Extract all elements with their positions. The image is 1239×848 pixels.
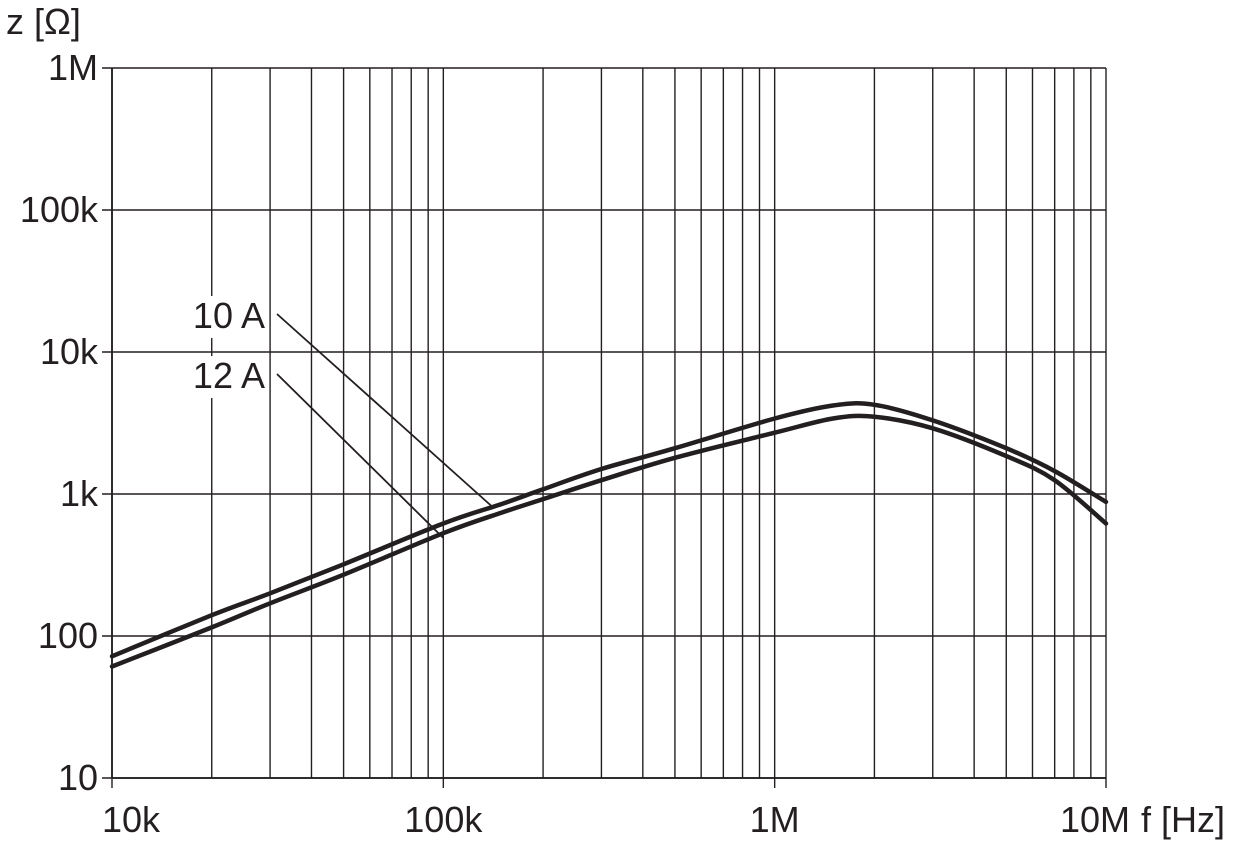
- annotation-label-bg: [183, 356, 269, 398]
- annotation-label-bg: [183, 296, 269, 338]
- y-tick-label: 1k: [60, 473, 99, 514]
- annotation-leader-line: [276, 373, 444, 539]
- y-tick-label: 10k: [40, 331, 99, 372]
- annotation-label: 10 A: [193, 295, 265, 336]
- y-tick-label: 1M: [48, 47, 98, 88]
- series-line-2: [109, 413, 1109, 669]
- annotation-label: 12 A: [193, 355, 265, 396]
- annotation-leader-line: [276, 313, 493, 507]
- annotation-leaders: 10 A 12 A: [183, 295, 493, 539]
- y-axis-label: z [Ω]: [6, 1, 81, 42]
- y-tick-label: 10: [58, 757, 98, 798]
- x-tick-label: 10k: [102, 799, 161, 840]
- series-lines: [109, 401, 1109, 669]
- x-axis-label: f [Hz]: [1141, 799, 1225, 840]
- series-line-1: [109, 401, 1109, 659]
- x-tick-label: 1M: [750, 799, 800, 840]
- y-tick-label: 100: [38, 615, 98, 656]
- y-tick-label: 100k: [20, 189, 99, 230]
- tick-labels: 10 100 1k 10k 100k 1M 10k 100k 1M 10M: [20, 47, 1130, 840]
- x-tick-label: 10M: [1060, 799, 1130, 840]
- x-tick-label: 100k: [404, 799, 483, 840]
- grid-lines: [102, 67, 1107, 788]
